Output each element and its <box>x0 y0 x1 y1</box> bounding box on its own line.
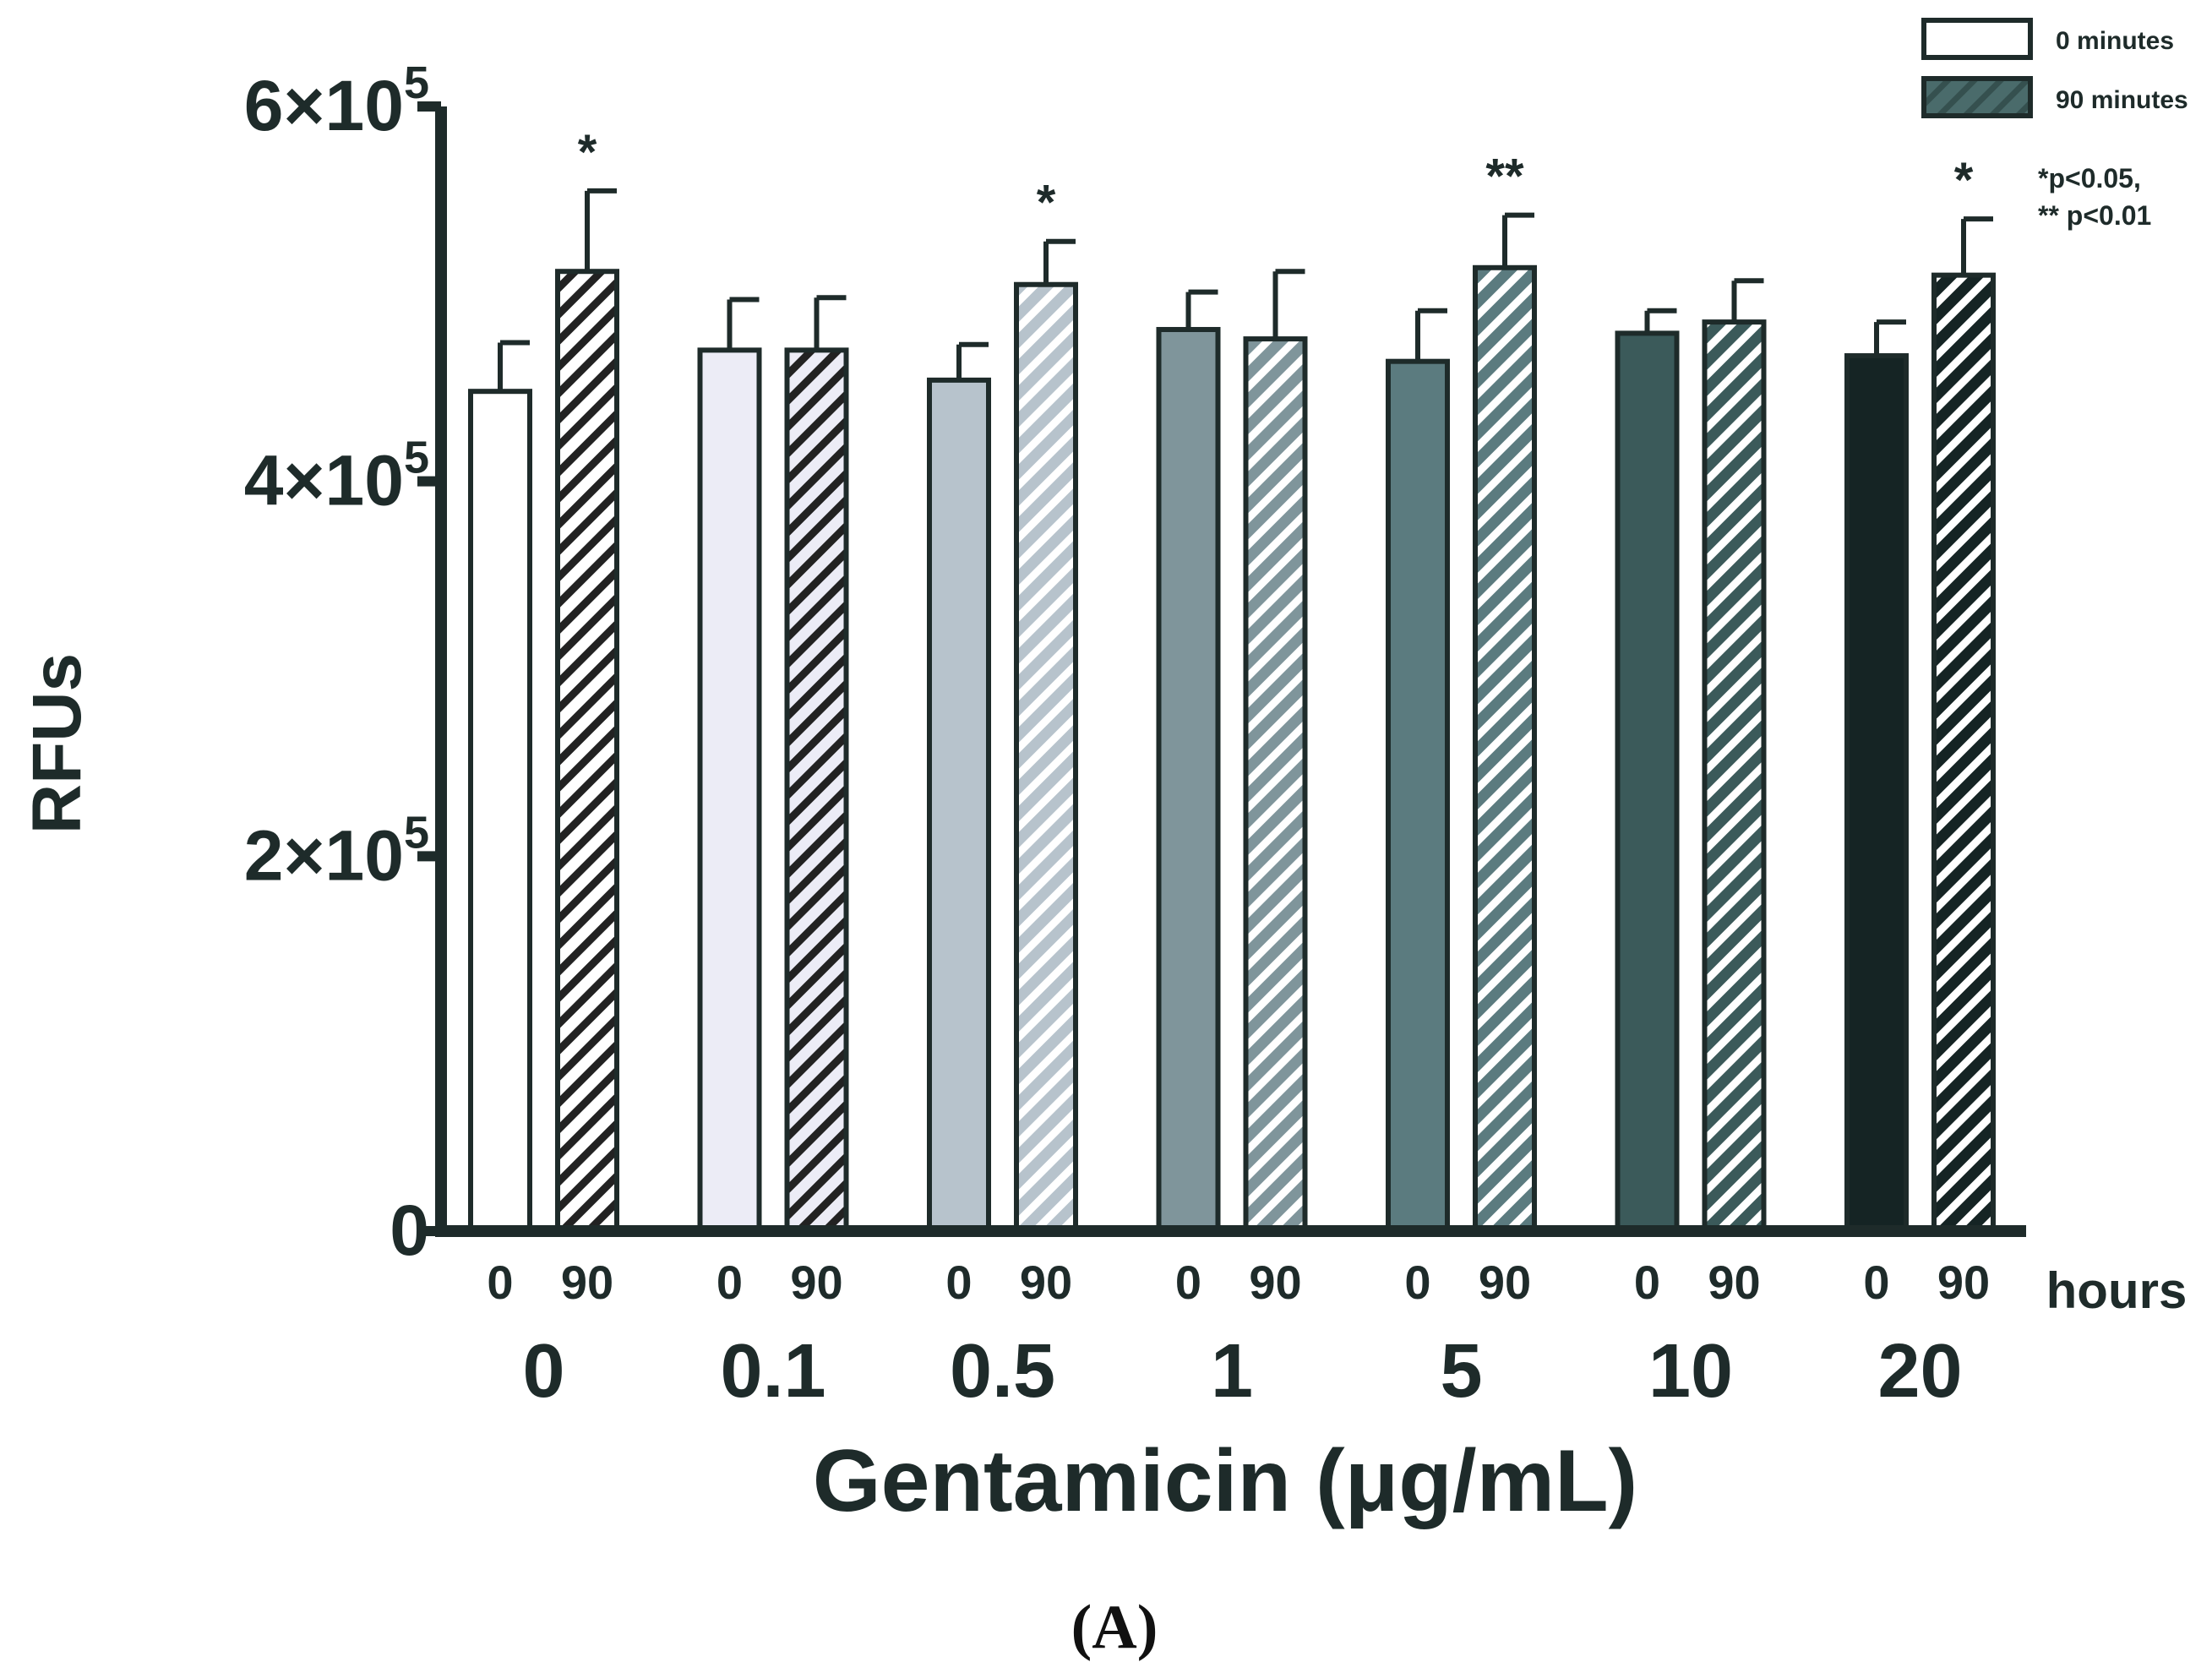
bar-0.5-0-minutes <box>927 377 991 1234</box>
labels-layer: RFUs Gentamicin (μg/mL) hours (A) <box>19 653 2187 1662</box>
bar-0-90-minutes <box>555 269 619 1234</box>
bar-0.1-90-minutes <box>784 347 849 1234</box>
bar-20-0-minutes <box>1844 353 1909 1234</box>
category-label: 1 <box>1211 1329 1253 1414</box>
y-axis-title: RFUs <box>19 653 95 834</box>
time-label: 90 <box>1937 1256 1990 1309</box>
x-axis-title: Gentamicin (μg/mL) <box>813 1432 1638 1530</box>
legend-swatch-0-minutes <box>1921 18 2033 60</box>
category-label: 20 <box>1877 1329 1962 1414</box>
time-label: 90 <box>1020 1256 1072 1309</box>
bar-5-90-minutes <box>1473 264 1537 1234</box>
category-label: 10 <box>1648 1329 1733 1414</box>
y-tick-label-exponent: 5 <box>404 807 429 858</box>
y-tick-label-base: 2×10 <box>244 815 404 895</box>
legend: 0 minutes 90 minutes *p<0.05, ** p<0.01 <box>1921 18 2188 231</box>
time-label: 0 <box>1404 1256 1430 1309</box>
time-label: 90 <box>1479 1256 1531 1309</box>
y-tick-label: 6×105 <box>244 57 429 145</box>
time-label: 0 <box>945 1256 972 1309</box>
legend-label-90-minutes: 90 minutes <box>2056 86 2188 114</box>
panel-label: (A) <box>1071 1593 1158 1662</box>
y-tick-label-exponent: 5 <box>404 433 429 483</box>
y-tick-label-base: 4×10 <box>244 441 404 520</box>
significance-note-p01: ** p<0.01 <box>2038 200 2151 231</box>
bar-10-0-minutes <box>1615 330 1680 1234</box>
bar-0.5-90-minutes <box>1014 281 1078 1234</box>
time-label: 0 <box>1175 1256 1201 1309</box>
bar-0-0-minutes <box>468 389 532 1234</box>
y-tick-label-exponent: 5 <box>404 57 429 108</box>
bar-1-90-minutes <box>1243 336 1308 1234</box>
time-label: 90 <box>790 1256 842 1309</box>
y-tick-label: 2×105 <box>244 807 429 895</box>
time-label: 90 <box>1249 1256 1301 1309</box>
time-label: 0 <box>1863 1256 1889 1309</box>
significance-marker: * <box>1037 176 1056 231</box>
y-tick-label: 4×105 <box>244 433 429 520</box>
y-tick-label: 0 <box>390 1191 429 1270</box>
time-label: 0 <box>487 1256 513 1309</box>
significance-marker: * <box>1954 153 1974 208</box>
significance-marker: ** <box>1485 150 1524 204</box>
bar-20-90-minutes <box>1931 272 1996 1234</box>
x-unit-label: hours <box>2046 1262 2187 1319</box>
bar-1-0-minutes <box>1156 326 1221 1234</box>
category-label: 0 <box>522 1329 564 1414</box>
category-label: 0.1 <box>720 1329 825 1414</box>
bar-0.1-0-minutes <box>697 347 762 1234</box>
legend-label-0-minutes: 0 minutes <box>2056 27 2174 55</box>
category-label: 5 <box>1440 1329 1482 1414</box>
significance-note-p05: *p<0.05, <box>2038 163 2141 193</box>
bar-10-90-minutes <box>1702 319 1767 1234</box>
time-label: 0 <box>1634 1256 1660 1309</box>
significance-marker: * <box>578 125 597 180</box>
time-label: 0 <box>716 1256 743 1309</box>
category-label: 0.5 <box>950 1329 1055 1414</box>
axes-layer <box>435 106 2026 1237</box>
time-label: 90 <box>561 1256 613 1309</box>
bar-5-0-minutes <box>1386 358 1450 1234</box>
legend-swatch-90-minutes <box>1921 76 2033 118</box>
bars-layer: ** ** * <box>468 125 1996 1234</box>
y-tick-label-base: 6×10 <box>244 66 404 145</box>
time-label: 90 <box>1708 1256 1760 1309</box>
